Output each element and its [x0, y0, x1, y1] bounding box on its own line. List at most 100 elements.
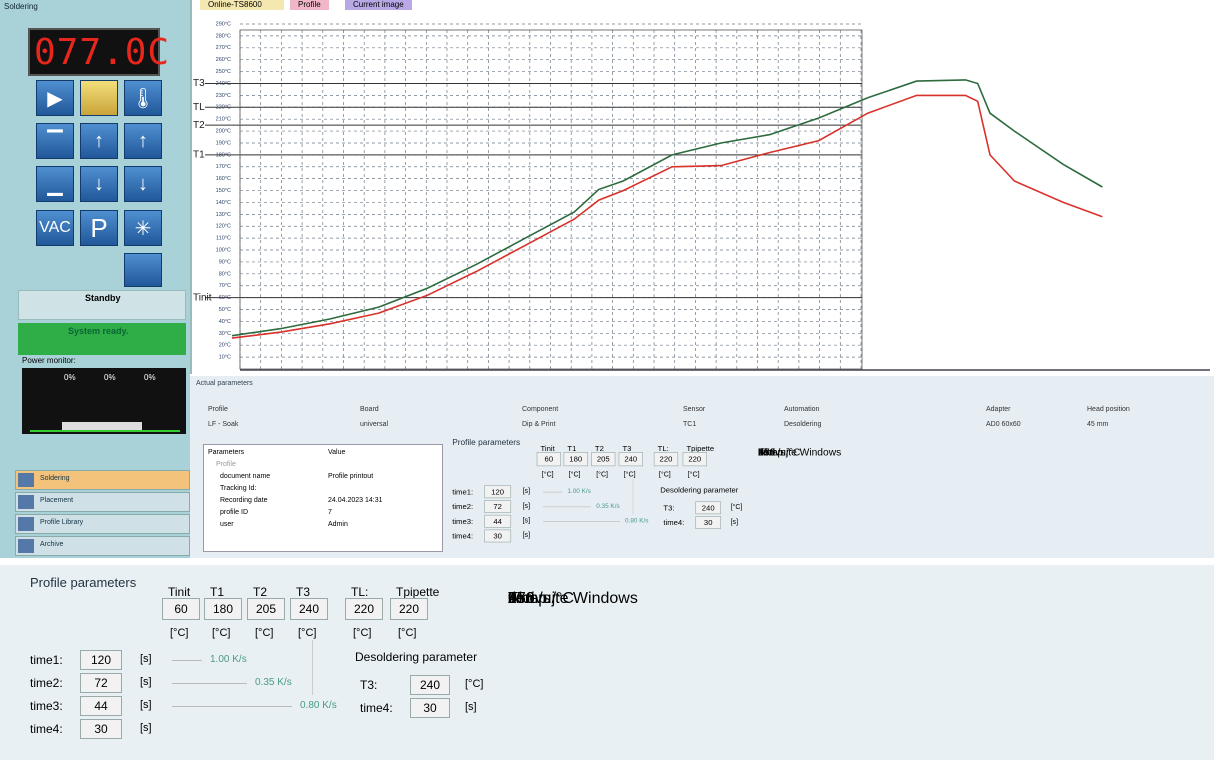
rate-line	[543, 521, 620, 522]
temp-name: T3	[296, 585, 310, 599]
list-cell: Tracking Id:	[220, 485, 256, 492]
message-bar: System ready.	[18, 323, 186, 355]
list-cell: Admin	[328, 521, 348, 528]
temp-unit: [°C]	[398, 627, 416, 639]
list-header: Value	[328, 449, 345, 456]
temp-box: 220	[345, 598, 383, 620]
y-tick-label: 270°C	[216, 45, 231, 51]
tool-button[interactable]: P	[80, 210, 118, 246]
temp-name: Tinit	[168, 585, 190, 599]
temp-unit: [°C]	[624, 471, 636, 479]
time-unit: [s]	[140, 676, 152, 688]
time-unit: [s]	[523, 517, 530, 525]
profile-title: Profile parameters	[30, 575, 136, 590]
desoldering-box: 240	[410, 675, 450, 695]
temp-box: 180	[564, 452, 588, 466]
desoldering-box: 30	[695, 516, 721, 529]
temp-box: 240	[619, 452, 643, 466]
message: System ready.	[68, 326, 128, 336]
desoldering-unit: [s]	[731, 518, 738, 526]
reference-label: T2	[193, 120, 205, 131]
nav-label: Profile Library	[40, 519, 83, 526]
y-tick-label: 130°C	[216, 212, 231, 218]
nav-icon	[18, 539, 34, 553]
nav-item[interactable]: Soldering	[15, 470, 190, 490]
y-tick-label: 250°C	[216, 69, 231, 75]
rate-line	[172, 660, 202, 661]
power-monitor: 0%0%0%	[22, 368, 186, 434]
nav-item[interactable]: Placement	[15, 492, 190, 512]
profile-title: Profile parameters	[452, 437, 520, 447]
desoldering-title: Desoldering parameter	[660, 485, 738, 494]
temp-unit: [°C]	[170, 627, 188, 639]
list-cell: Profile printout	[328, 473, 373, 480]
param-value: AD0 60x60	[986, 421, 1021, 428]
tool-button[interactable]: ✳	[124, 210, 162, 246]
time-unit: [s]	[140, 699, 152, 711]
tab[interactable]: Profile	[290, 0, 329, 10]
power-baseline	[30, 430, 180, 432]
nav-item[interactable]: Archive	[15, 536, 190, 556]
status-bar: Standby	[18, 290, 186, 320]
time-name: time2:	[30, 676, 63, 690]
list-cell: 24.04.2023 14:31	[328, 497, 383, 504]
rate-line	[172, 683, 247, 684]
power-value: 0%	[64, 373, 76, 382]
nav-icon	[18, 473, 34, 487]
tool-button[interactable]: ↓	[124, 166, 162, 202]
tool-button[interactable]: 🌡	[124, 80, 162, 116]
tool-button[interactable]: ▶	[36, 80, 74, 116]
rate-line	[543, 507, 591, 508]
tool-button[interactable]: ↑	[80, 123, 118, 159]
tool-button[interactable]	[80, 80, 118, 116]
tool-button[interactable]: ↑	[124, 123, 162, 159]
temp-box: 220	[683, 452, 707, 466]
desoldering-label: time4:	[663, 518, 684, 527]
param-value: LF - Soak	[208, 421, 238, 428]
section-title: Actual parameters	[196, 380, 253, 387]
time-unit: [s]	[523, 531, 530, 539]
y-tick-label: 90°C	[219, 259, 231, 265]
param-header: Profile	[208, 406, 228, 413]
tab[interactable]: Current image	[345, 0, 412, 10]
desoldering-box: 30	[410, 698, 450, 718]
list-cell: profile ID	[220, 509, 248, 516]
rate: 1.00 K/s	[210, 654, 247, 665]
param-value: Dip & Print	[522, 421, 555, 428]
y-tick-label: 210°C	[216, 117, 231, 123]
desoldering-unit: [°C]	[731, 503, 743, 511]
tool-button[interactable]: ↓	[80, 166, 118, 202]
y-tick-label: 70°C	[219, 283, 231, 289]
watermark: Aktivujte Windows	[508, 590, 638, 608]
reference-label: TL	[193, 102, 205, 113]
time-box: 72	[484, 500, 511, 513]
temp-box: 180	[204, 598, 242, 620]
y-tick-label: 260°C	[216, 57, 231, 63]
time-name: time2:	[452, 502, 473, 511]
nav-item[interactable]: Profile Library	[15, 514, 190, 534]
y-tick-label: 170°C	[216, 164, 231, 170]
y-tick-label: 80°C	[219, 271, 231, 277]
tab[interactable]: Online-TS8600	[200, 0, 284, 10]
temp-unit: [°C]	[569, 471, 581, 479]
param-header: Automation	[784, 406, 819, 413]
list-cell: Recording date	[220, 497, 267, 504]
tool-button[interactable]: VAC	[36, 210, 74, 246]
window-title: Soldering	[4, 2, 38, 11]
tool-button[interactable]: ▁	[36, 166, 74, 202]
nav-label: Placement	[40, 497, 73, 504]
temp-unit: [°C]	[688, 471, 700, 479]
desoldering-label: T3:	[663, 503, 674, 512]
y-tick-label: 200°C	[216, 129, 231, 135]
rate: 0.80 K/s	[300, 700, 337, 711]
tool-button[interactable]: ▔	[36, 123, 74, 159]
time-unit: [s]	[523, 502, 530, 510]
reference-label: Tinit	[193, 292, 212, 303]
list-cell: document name	[220, 473, 270, 480]
tool-button[interactable]	[124, 253, 162, 287]
y-tick-label: 110°C	[216, 236, 231, 242]
page: Soldering077.0C▶🌡▔↑↑▁↓↓VACP✳StandbySyste…	[0, 0, 1214, 760]
y-tick-label: 40°C	[219, 319, 231, 325]
